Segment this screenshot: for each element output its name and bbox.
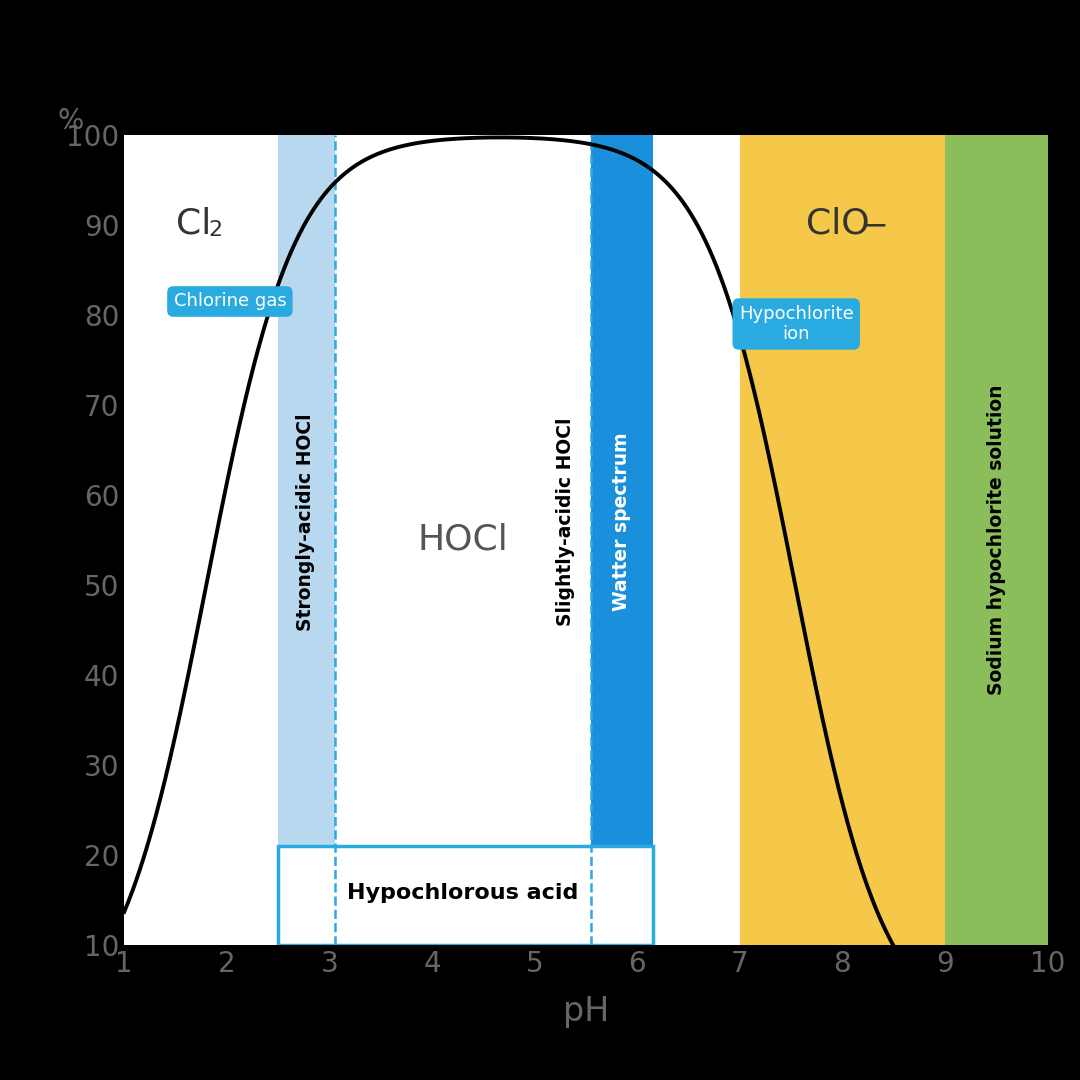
Bar: [278, 846, 652, 945]
Text: Hypochlorous acid: Hypochlorous acid: [347, 882, 579, 903]
Text: %: %: [57, 107, 83, 135]
Text: Watter spectrum: Watter spectrum: [612, 433, 632, 611]
Bar: [740, 135, 945, 945]
Text: 2: 2: [208, 220, 222, 241]
X-axis label: pH: pH: [563, 995, 609, 1027]
Bar: [652, 135, 740, 945]
Text: HOCl: HOCl: [417, 523, 509, 557]
Text: ClO: ClO: [807, 207, 870, 241]
Bar: [591, 135, 652, 945]
Text: Hypochlorite
ion: Hypochlorite ion: [739, 305, 853, 343]
Text: −: −: [863, 212, 889, 241]
Text: Cl: Cl: [175, 207, 211, 241]
Text: Chlorine gas: Chlorine gas: [174, 293, 286, 311]
Text: Sodium hypochlorite solution: Sodium hypochlorite solution: [987, 384, 1005, 696]
Text: Strongly-acidic HOCl: Strongly-acidic HOCl: [296, 414, 315, 631]
Bar: [124, 135, 278, 945]
Text: Slightly-acidic HOCl: Slightly-acidic HOCl: [556, 418, 575, 626]
Bar: [335, 135, 591, 945]
Bar: [278, 135, 335, 945]
Bar: [945, 135, 1048, 945]
